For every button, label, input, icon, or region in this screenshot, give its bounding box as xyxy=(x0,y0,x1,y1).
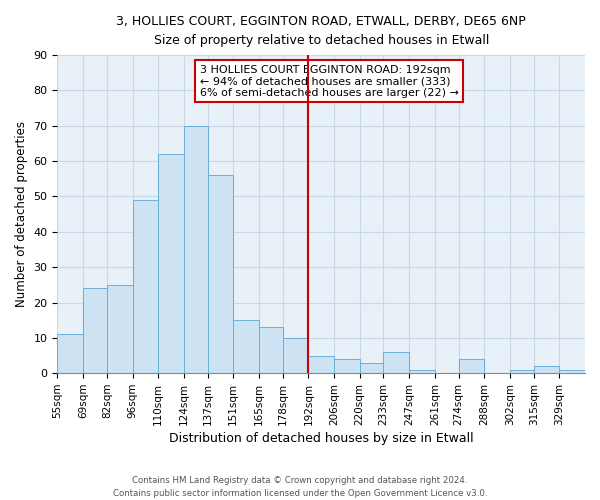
Bar xyxy=(458,359,484,373)
Bar xyxy=(233,320,259,373)
Bar xyxy=(158,154,184,373)
Bar xyxy=(283,338,308,373)
Bar xyxy=(559,370,585,373)
Bar xyxy=(383,352,409,373)
Bar xyxy=(334,359,359,373)
Text: Contains HM Land Registry data © Crown copyright and database right 2024.
Contai: Contains HM Land Registry data © Crown c… xyxy=(113,476,487,498)
Bar xyxy=(409,370,435,373)
Bar xyxy=(208,176,233,373)
Y-axis label: Number of detached properties: Number of detached properties xyxy=(15,121,28,307)
Bar xyxy=(58,334,83,373)
Bar xyxy=(259,328,283,373)
Bar xyxy=(107,285,133,373)
Bar xyxy=(359,362,383,373)
Text: 3 HOLLIES COURT EGGINTON ROAD: 192sqm
← 94% of detached houses are smaller (333): 3 HOLLIES COURT EGGINTON ROAD: 192sqm ← … xyxy=(200,64,459,98)
Bar xyxy=(133,200,158,373)
Bar xyxy=(184,126,208,373)
Bar xyxy=(510,370,534,373)
Bar xyxy=(308,356,334,373)
Bar xyxy=(534,366,559,373)
Title: 3, HOLLIES COURT, EGGINTON ROAD, ETWALL, DERBY, DE65 6NP
Size of property relati: 3, HOLLIES COURT, EGGINTON ROAD, ETWALL,… xyxy=(116,15,526,47)
Bar xyxy=(83,288,107,373)
X-axis label: Distribution of detached houses by size in Etwall: Distribution of detached houses by size … xyxy=(169,432,473,445)
